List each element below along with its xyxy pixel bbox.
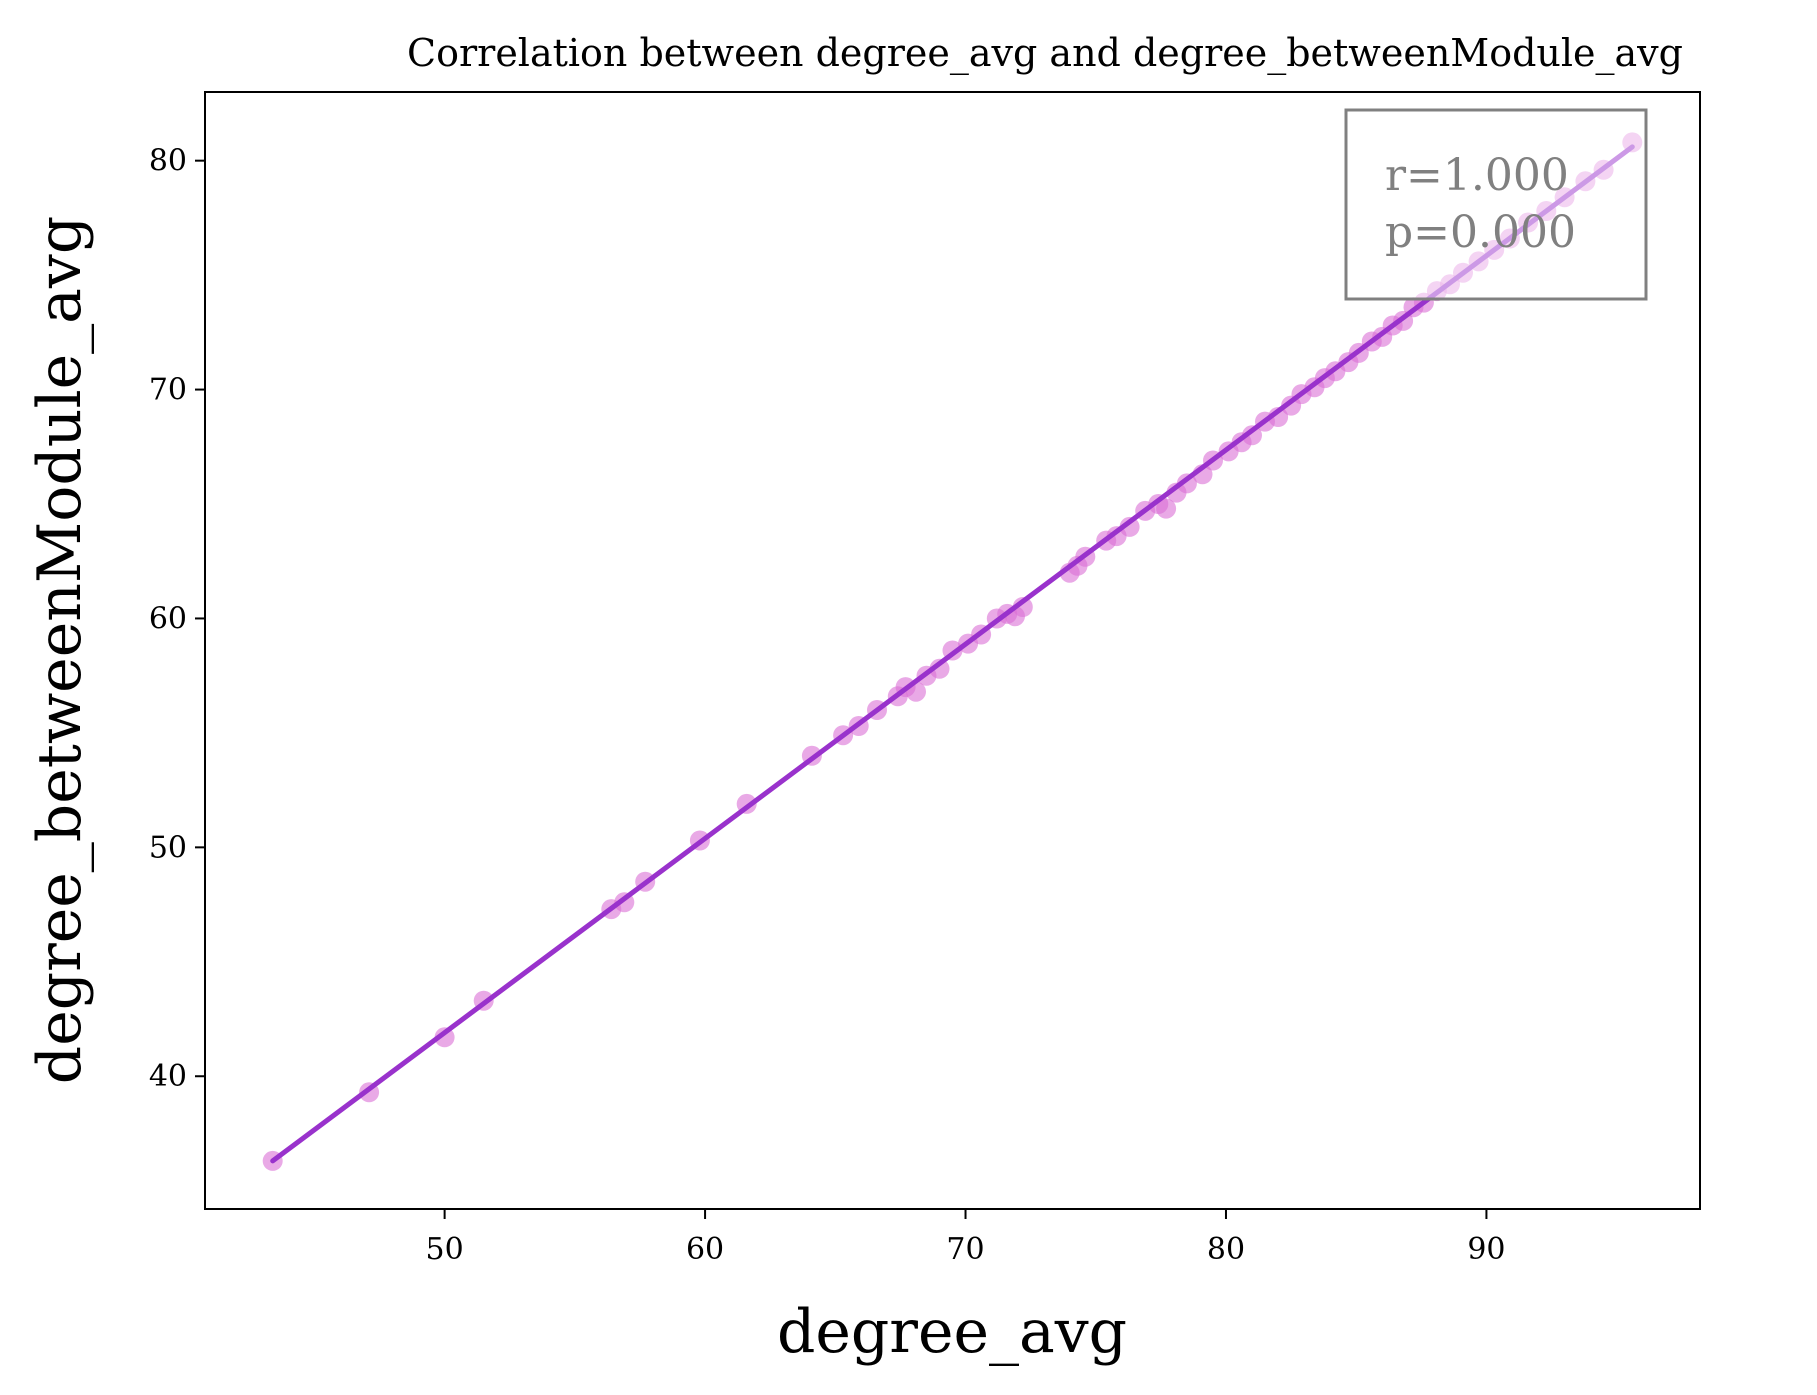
regression-line (270, 144, 1635, 1164)
y-tick-label: 80 (149, 144, 187, 179)
x-tick-label: 70 (946, 1232, 984, 1267)
x-axis-label: degree_avg (777, 1297, 1127, 1367)
x-tick-label: 90 (1467, 1232, 1505, 1267)
x-tick-label: 80 (1207, 1232, 1245, 1267)
data-point (1242, 425, 1262, 446)
chart-title: Correlation between degree_avg and degre… (407, 31, 1683, 76)
y-axis-label: degree_betweenModule_avg (25, 216, 95, 1084)
plot-area-frame (204, 91, 1701, 1210)
x-tick-label: 50 (426, 1232, 464, 1267)
y-axis-ticks: 40 50 60 70 80 (149, 144, 205, 1094)
data-point (434, 1027, 455, 1048)
stats-annotation: r=1.000 p=0.000 (1344, 108, 1648, 301)
stats-annotation-box (1344, 108, 1648, 301)
data-point (929, 658, 950, 679)
y-tick-label: 50 (149, 830, 187, 865)
x-axis-ticks: 50 60 70 80 90 (426, 1209, 1506, 1267)
fit-line-layer (270, 144, 1635, 1164)
correlation-r-text: r=1.000 (1385, 150, 1569, 201)
data-point (1119, 516, 1140, 537)
y-tick-label: 60 (149, 601, 187, 636)
data-point (1156, 498, 1177, 519)
y-tick-label: 70 (149, 373, 187, 408)
x-tick-label: 60 (686, 1232, 724, 1267)
y-tick-label: 40 (149, 1059, 187, 1094)
p-value-text: p=0.000 (1385, 207, 1576, 258)
data-point (1012, 597, 1033, 617)
